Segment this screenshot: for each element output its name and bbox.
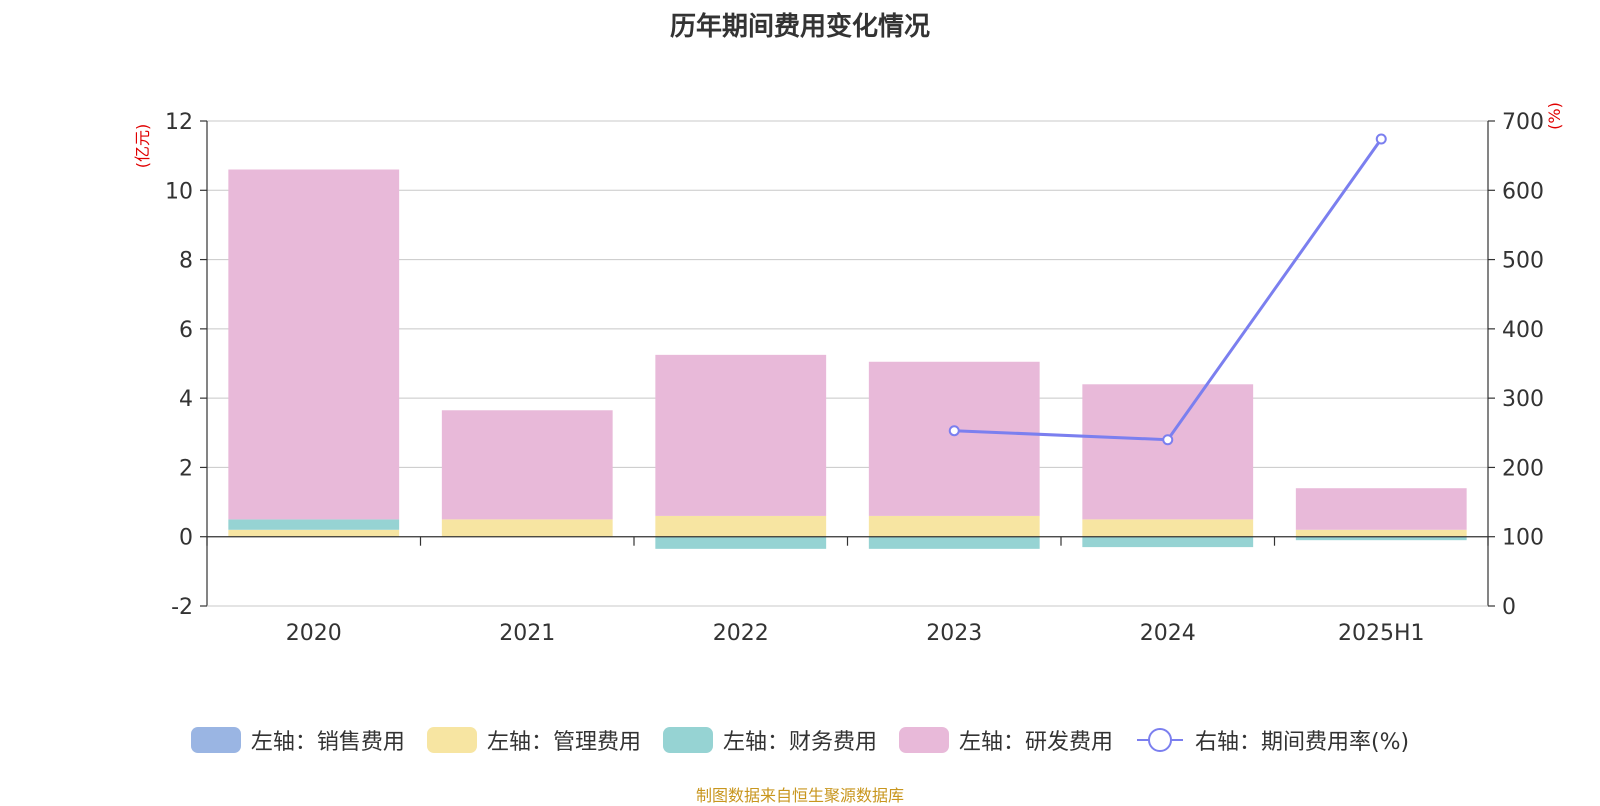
data-source-note: 制图数据来自恒生聚源数据库	[695, 786, 904, 805]
bar-rd-2025H1	[1295, 488, 1467, 530]
legend-item[interactable]: 右轴：期间费用率(%)	[1135, 724, 1409, 756]
left-axis-tick-label: 6	[179, 318, 193, 343]
x-axis-tick-label: 2020	[286, 621, 342, 646]
bar-finance-2024	[1082, 536, 1254, 548]
left-axis-tick-label: 4	[179, 387, 193, 412]
left-axis-tick-label: 8	[179, 249, 193, 274]
bar-admin-2025H1	[1295, 529, 1467, 537]
rate-point	[1375, 133, 1387, 145]
left-axis-tick-label: -2	[171, 595, 193, 620]
bar-finance-2023	[868, 536, 1040, 549]
bar-rd-2022	[655, 354, 827, 516]
bar-admin-2020	[228, 529, 400, 537]
chart-title: 历年期间费用变化情况	[669, 12, 930, 42]
legend-line-swatch	[1136, 728, 1183, 752]
x-axis-tick-label: 2023	[926, 621, 982, 646]
right-axis-unit: (%)	[1545, 102, 1564, 130]
bar-rd-2021	[441, 410, 613, 520]
legend-item[interactable]: 左轴：研发费用	[898, 724, 1113, 756]
legend-label: 左轴：管理费用	[486, 730, 641, 755]
bar-rd-2024	[1082, 384, 1254, 520]
left-axis-unit: (亿元)	[133, 124, 152, 169]
bar-finance-2022	[655, 536, 827, 549]
x-axis-tick-label: 2025H1	[1338, 621, 1425, 646]
bar-admin-2023	[868, 515, 1040, 537]
bar-admin-2024	[1082, 519, 1254, 537]
right-axis-tick-label: 700	[1502, 110, 1544, 135]
right-axis-tick-label: 300	[1502, 387, 1544, 412]
legend-swatch	[190, 727, 241, 753]
x-axis-tick-label: 2024	[1140, 621, 1196, 646]
bar-admin-2021	[441, 519, 613, 537]
right-axis-tick-label: 500	[1502, 249, 1544, 274]
left-axis-tick-label: 0	[179, 526, 193, 551]
x-axis-tick-label: 2022	[713, 621, 769, 646]
bar-finance-2020	[228, 519, 400, 530]
legend-label: 右轴：期间费用率(%)	[1194, 730, 1410, 755]
legend-item[interactable]: 左轴：管理费用	[426, 724, 641, 756]
legend-swatch	[426, 727, 477, 753]
legend-label: 左轴：财务费用	[722, 730, 877, 755]
rate-point	[948, 425, 960, 437]
bar-rd-2020	[228, 169, 400, 520]
right-axis-tick-label: 400	[1502, 318, 1544, 343]
legend-swatch	[662, 727, 713, 753]
bar-rd-2023	[868, 361, 1040, 516]
legend-item[interactable]: 左轴：销售费用	[190, 724, 405, 756]
chart-legend: 左轴：销售费用 左轴：管理费用 左轴：财务费用 左轴：研发费用 右轴：期间费用率(%)	[0, 723, 1600, 757]
right-axis-tick-label: 100	[1502, 526, 1544, 551]
bar-finance-2025H1	[1295, 536, 1467, 541]
legend-label: 左轴：销售费用	[250, 730, 405, 755]
left-axis-tick-label: 2	[179, 456, 193, 481]
legend-label: 左轴：研发费用	[958, 730, 1113, 755]
left-axis-tick-label: 12	[165, 110, 193, 135]
bar-admin-2022	[655, 515, 827, 537]
rate-point	[1162, 434, 1174, 446]
x-axis-tick-label: 2021	[499, 621, 555, 646]
right-axis-tick-label: 200	[1502, 456, 1544, 481]
legend-swatch	[898, 727, 949, 753]
left-axis-tick-label: 10	[165, 179, 193, 204]
right-axis-tick-label: 600	[1502, 179, 1544, 204]
right-axis-tick-label: 0	[1502, 595, 1516, 620]
legend-item[interactable]: 左轴：财务费用	[662, 724, 877, 756]
